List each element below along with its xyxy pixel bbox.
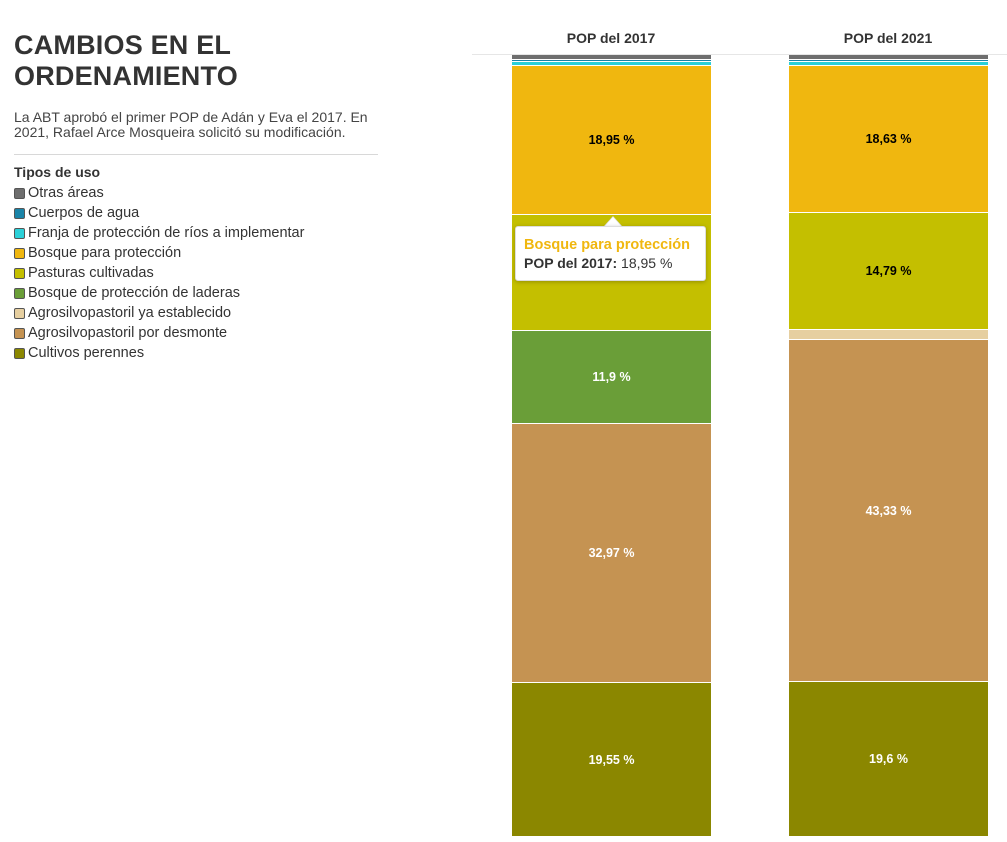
data-label: 18,63 % [865,132,912,147]
legend-swatch [14,247,25,259]
legend-item[interactable]: Bosque para protección [14,243,378,263]
data-label: 19,55 % [588,752,635,767]
legend-label: Franja de protección de ríos a implement… [28,225,305,241]
stacked-bar-chart: POP del 2017 18,95 % 11,9 % 32,97 % 19,55 % P… [472,0,1007,842]
data-label: 32,97 % [588,546,635,561]
column-header: POP del 2017 [566,30,656,46]
bar-segment[interactable] [512,62,711,66]
bar-segment[interactable] [789,55,988,60]
bar-segment[interactable] [789,62,988,67]
subtitle: La ABT aprobó el primer POP de Adán y Ev… [14,110,378,155]
legend-item[interactable]: Franja de protección de ríos a implement… [14,223,378,243]
legend-title: Tipos de uso [14,164,101,180]
legend-swatch [14,327,25,339]
tooltip-title: Bosque para protección [524,237,690,253]
bar-segment[interactable]: 11,9 % [512,330,711,425]
legend-item[interactable]: Cuerpos de agua [14,203,378,223]
tooltip-series-label: POP del 2017: [524,255,618,271]
legend-label: Agrosilvopastoril ya establecido [28,305,232,321]
bar-segment[interactable]: 18,63 % [789,66,988,214]
left-panel: CAMBIOS EN EL ORDENAMIENTO La ABT aprobó… [14,30,378,363]
legend-swatch [14,307,25,319]
page-title: CAMBIOS EN EL ORDENAMIENTO [14,30,238,91]
legend-label: Agrosilvopastoril por desmonte [28,325,228,341]
bar-segment[interactable]: 19,6 % [789,682,988,837]
data-label: 14,79 % [865,264,912,278]
bar-segment[interactable]: 18,95 % [512,66,711,215]
data-label: 11,9 % [592,369,631,384]
legend-swatch [14,227,25,239]
tooltip-value: 18,95 % [621,255,673,271]
tooltip-arrow [604,217,622,227]
tooltip-body: POP del 2017: 18,95 % [524,254,697,272]
legend-label: Bosque para protección [28,245,182,261]
bar-segment[interactable]: 32,97 % [512,424,711,684]
legend-label: Bosque de protección de laderas [28,285,241,301]
legend-swatch [14,207,25,219]
legend-item[interactable]: Pasturas cultivadas [14,263,378,283]
bar-segment[interactable]: 19,55 % [512,683,711,837]
bar-segment[interactable] [512,55,711,60]
bar-segment[interactable]: 43,33 % [789,340,988,683]
legend-label: Cuerpos de agua [28,205,140,221]
legend-swatch [14,287,25,299]
data-label: 43,33 % [865,503,912,518]
bar-segment[interactable] [789,329,988,341]
legend-label: Cultivos perennes [28,345,145,361]
bar-segment[interactable]: 14,79 % [789,213,988,330]
data-label: 18,95 % [588,132,635,147]
column-header: POP del 2021 [843,30,933,46]
legend-item[interactable]: Agrosilvopastoril ya establecido [14,303,378,323]
bar-segment[interactable] [512,59,711,63]
bar-segment[interactable] [789,59,988,63]
header-divider [472,54,1007,55]
tooltip: Bosque para protección POP del 2017: 18,… [515,226,706,281]
legend-label: Pasturas cultivadas [28,265,154,281]
legend-swatch [14,187,25,199]
legend-swatch [14,267,25,279]
legend-swatch [14,347,25,359]
legend: Otras áreas Cuerpos de agua Franja de prot… [14,183,378,363]
data-label: 19,6 % [869,752,908,767]
stacked-bar: 18,95 % 11,9 % 32,97 % 19,55 % [512,55,711,837]
legend-item[interactable]: Bosque de protección de laderas [14,283,378,303]
legend-item[interactable]: Cultivos perennes [14,343,378,363]
stacked-bar: 18,63 % 14,79 % 43,33 % 19,6 % [789,55,988,837]
legend-item[interactable]: Agrosilvopastoril por desmonte [14,323,378,343]
legend-item[interactable]: Otras áreas [14,183,378,203]
legend-label: Otras áreas [28,185,104,201]
